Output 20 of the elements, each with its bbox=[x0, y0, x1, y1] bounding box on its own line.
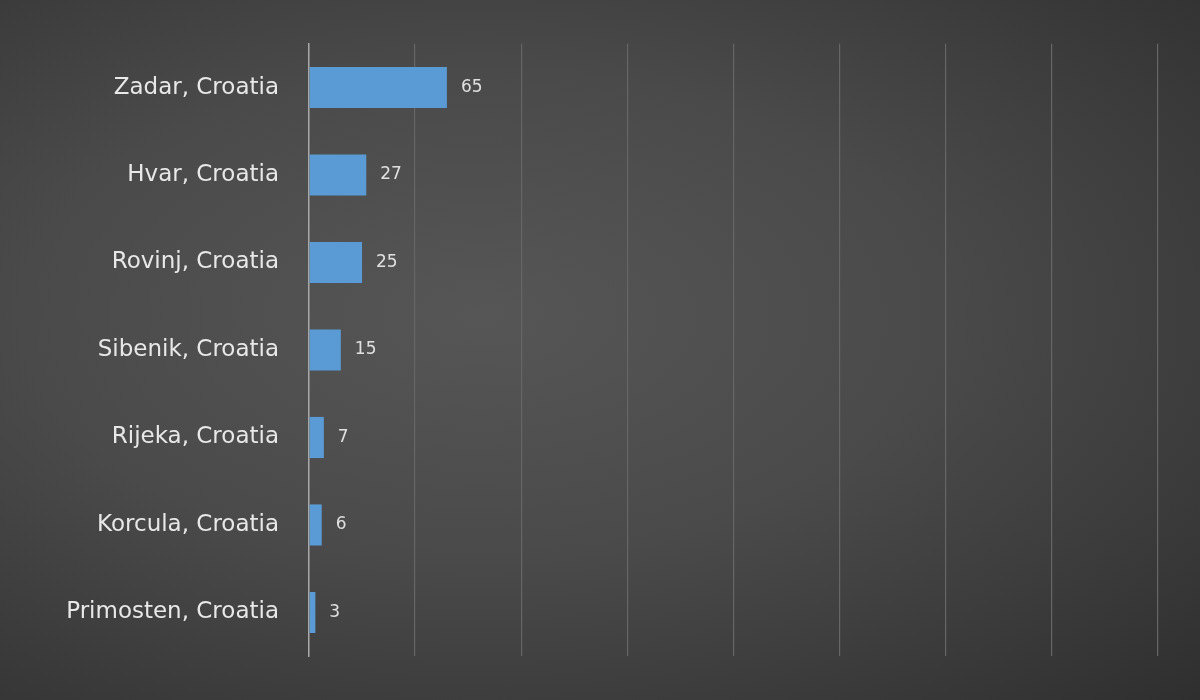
bar bbox=[309, 241, 363, 284]
data-label: 6 bbox=[335, 513, 347, 534]
y-tick-label: Rovinj, Croatia bbox=[111, 247, 279, 274]
bar bbox=[309, 66, 447, 109]
data-label: 27 bbox=[380, 163, 402, 184]
bar bbox=[309, 329, 341, 371]
y-tick-label: Sibenik, Croatia bbox=[97, 334, 279, 361]
data-label: 15 bbox=[354, 338, 377, 359]
bar bbox=[309, 154, 367, 196]
data-label: 65 bbox=[460, 75, 483, 96]
data-label: 3 bbox=[329, 600, 341, 621]
y-tick-label: Zadar, Croatia bbox=[113, 72, 279, 99]
data-label: 25 bbox=[376, 250, 398, 271]
data-label: 7 bbox=[337, 425, 349, 446]
bar bbox=[309, 416, 324, 459]
y-tick-label: Rijeka, Croatia bbox=[111, 422, 279, 449]
y-tick-label: Primosten, Croatia bbox=[66, 597, 279, 624]
y-tick-label: Hvar, Croatia bbox=[127, 160, 279, 186]
bar bbox=[309, 504, 322, 546]
y-tick-label: Korcula, Croatia bbox=[97, 509, 279, 536]
